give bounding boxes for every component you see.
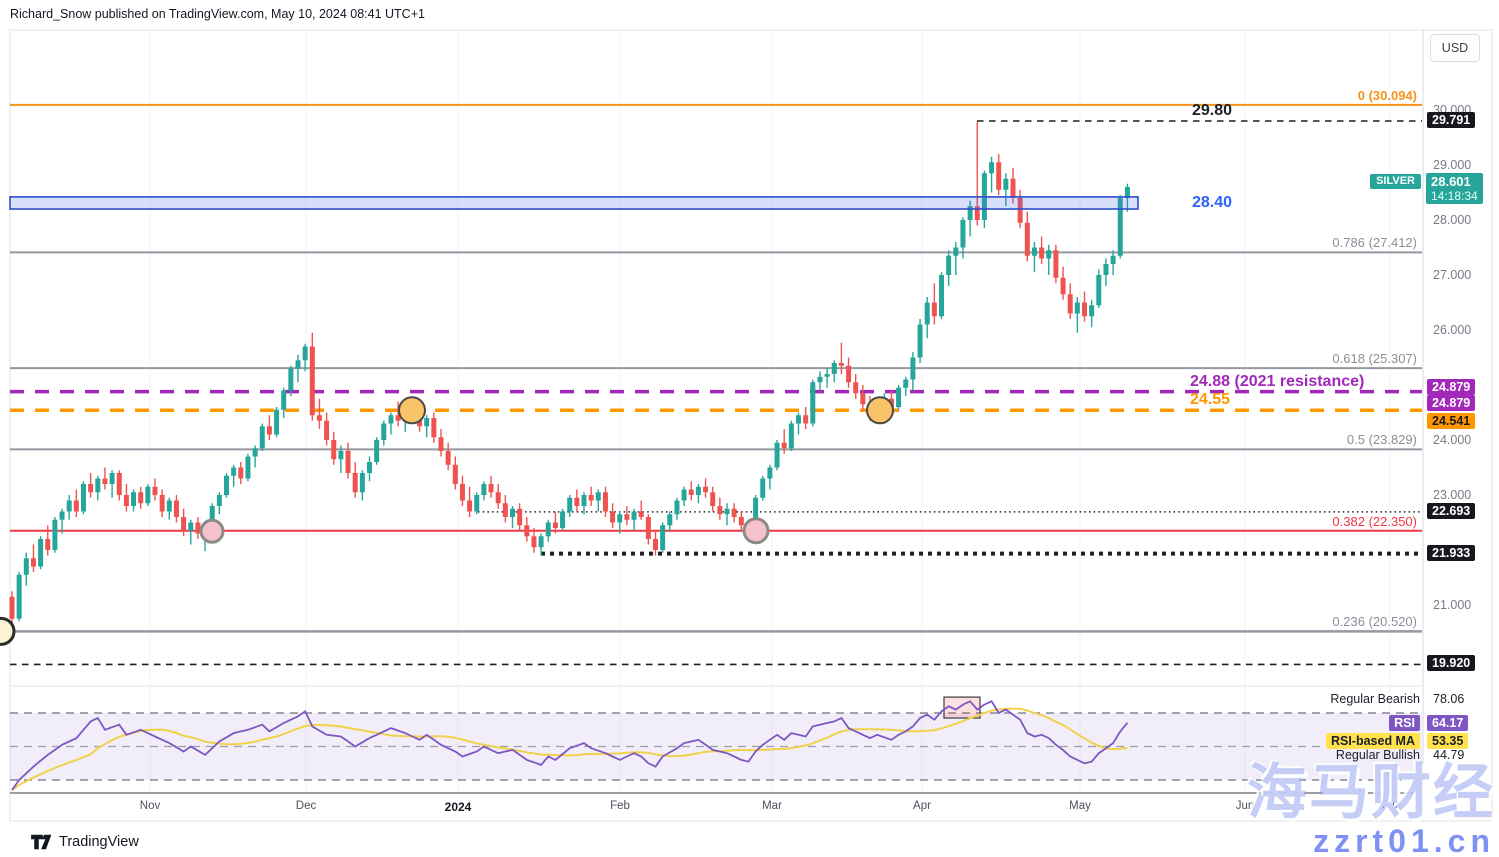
tradingview-logo-icon[interactable] — [30, 833, 52, 851]
event-markers — [0, 396, 894, 646]
rsi-line — [11, 700, 1129, 791]
supply-zone — [9, 196, 1139, 210]
footer: TradingView — [30, 831, 139, 853]
tradingview-brand-link[interactable]: TradingView — [59, 834, 139, 850]
rsi-ma-line — [11, 707, 1128, 791]
level-lines-layer — [10, 103, 1422, 666]
event-marker — [0, 616, 16, 646]
event-marker — [866, 396, 894, 425]
event-marker — [742, 517, 770, 545]
event-marker — [199, 518, 225, 544]
watermark-line2: zzrt01.cn — [1313, 823, 1495, 857]
watermark: 海马财经 zzrt01.cn — [1247, 763, 1495, 857]
event-marker — [398, 396, 426, 425]
byline: Richard_Snow published on TradingView.co… — [10, 7, 425, 21]
rsi-pane — [10, 696, 1422, 791]
chart-frame — [9, 29, 1493, 822]
watermark-line1: 海马财经 — [1247, 759, 1495, 826]
